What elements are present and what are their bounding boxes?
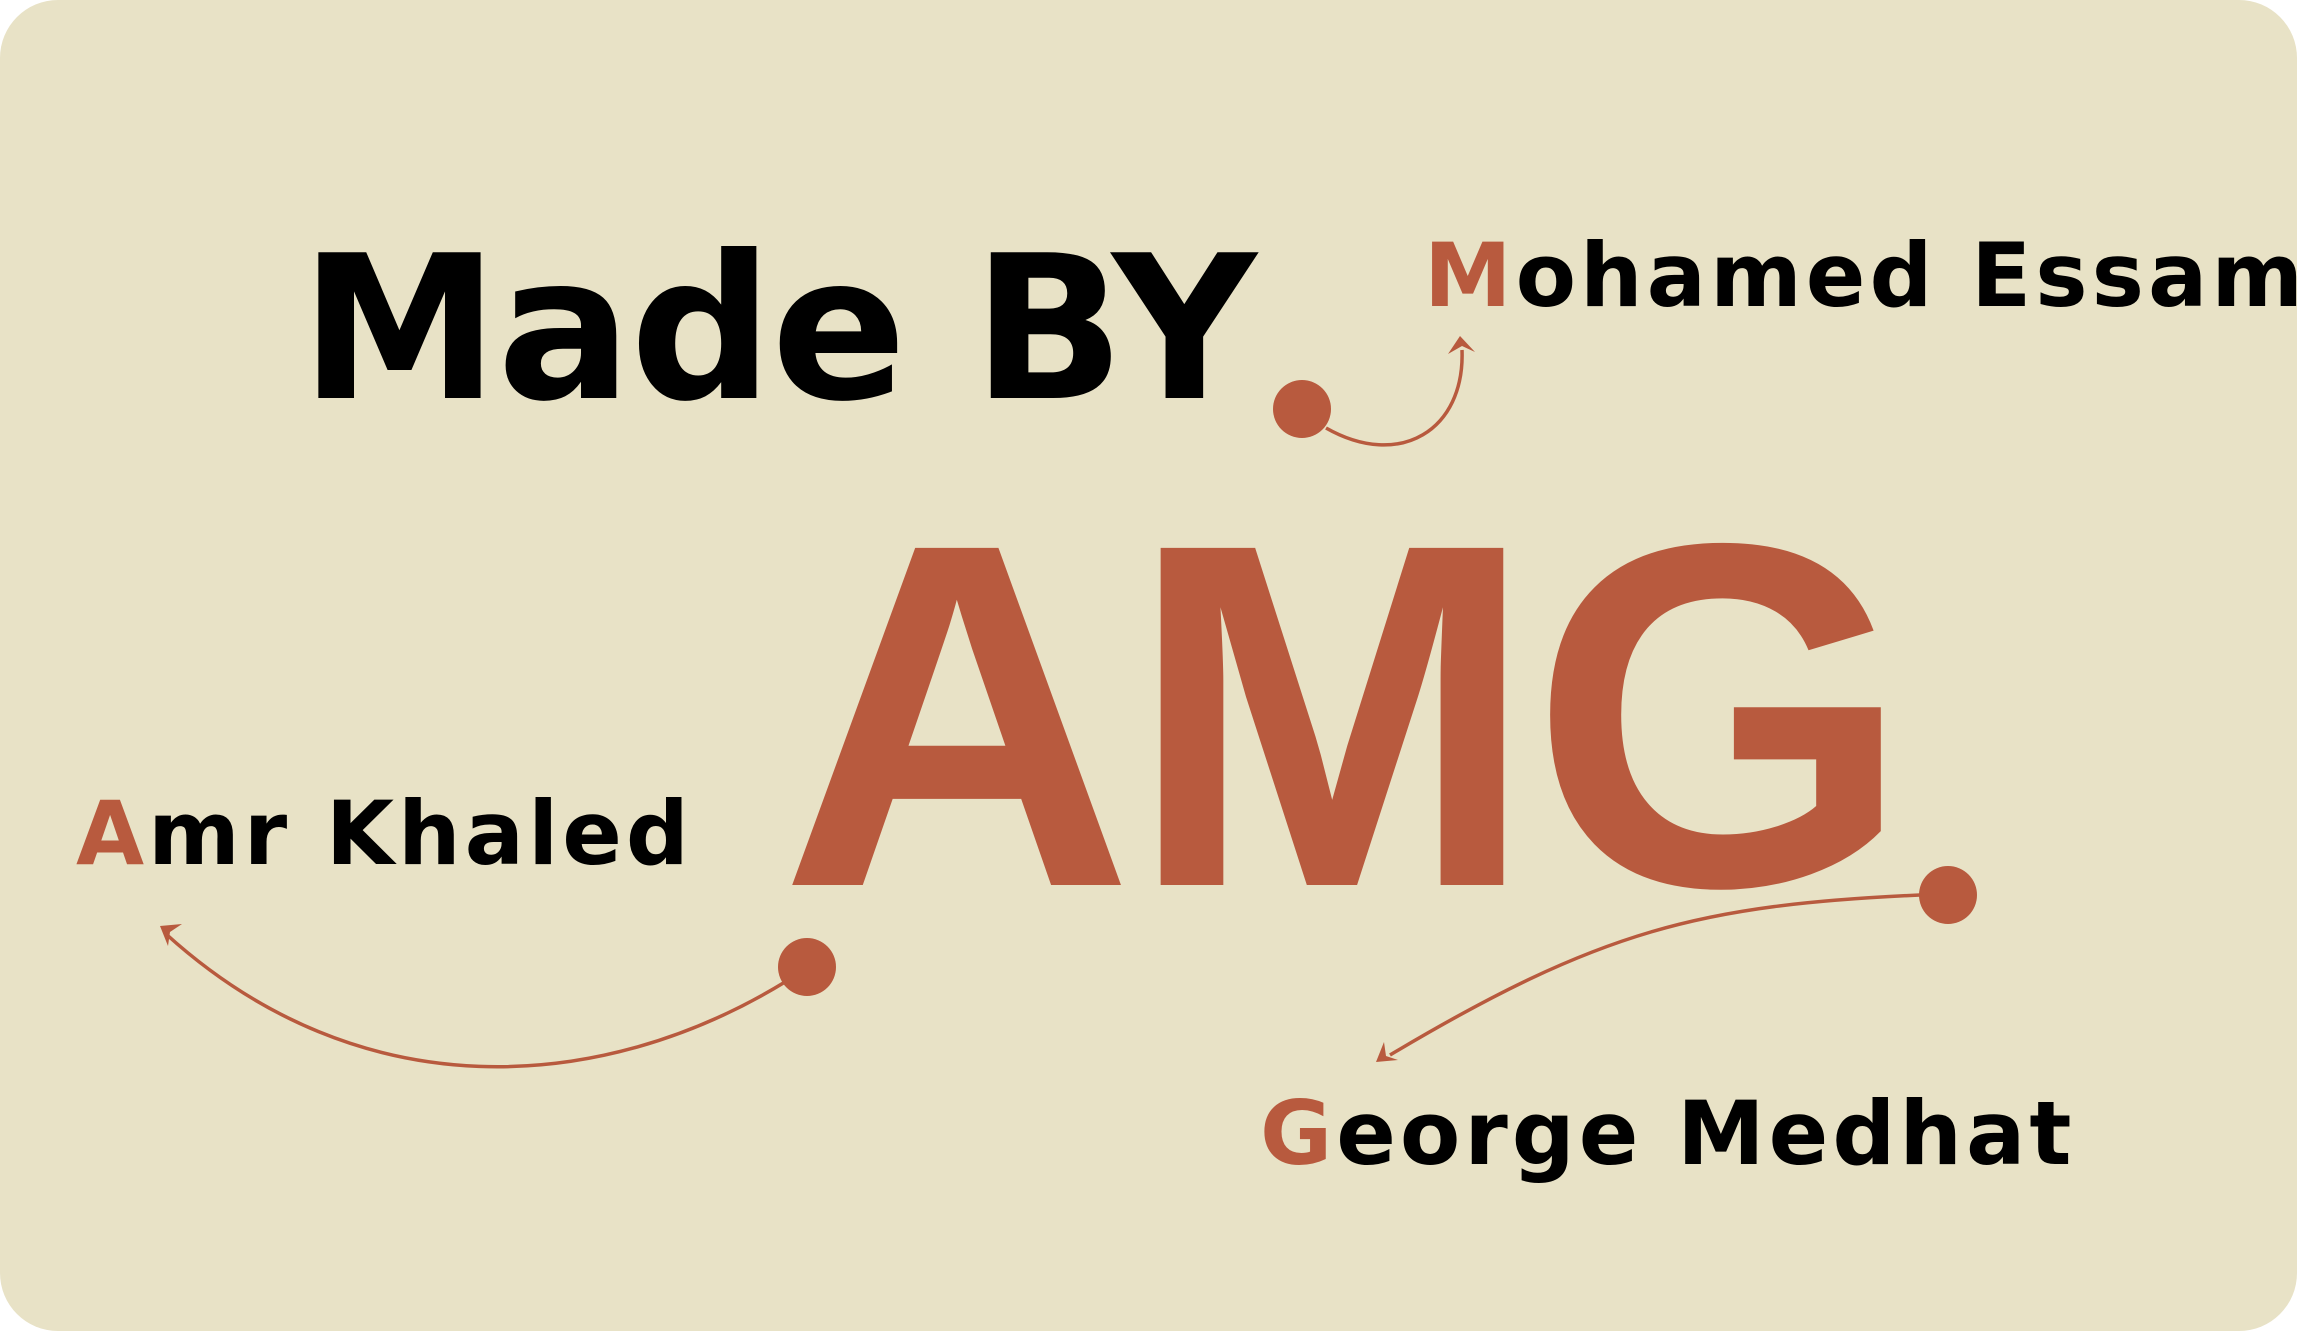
connector-dot [1273,380,1331,438]
name-mohamed-essam: Mohamed Essam [1424,232,2297,320]
connector-line [164,932,786,1069]
connector-dot [1919,866,1977,924]
name-initial: G [1260,1082,1337,1185]
amg-logo-text: AMG [780,441,1911,989]
name-amr-khaled: Amr Khaled [76,790,693,878]
connector-line [1389,893,1921,1057]
made-by-heading: Made BY [300,213,1257,446]
arrowhead-icon [1376,1042,1398,1062]
connector-line [1325,349,1464,447]
arrowhead-icon [1448,336,1475,354]
arrowhead-icon [160,924,182,946]
name-initial: A [76,782,149,885]
arrow-to-mohamed [1273,336,1475,447]
name-george-medhat: George Medhat [1260,1090,2075,1178]
name-rest: ohamed Essam [1515,224,2297,327]
name-rest: mr Khaled [148,782,693,885]
arrow-to-amr [160,924,836,1069]
name-initial: M [1424,224,1516,327]
connector-dot [778,938,836,996]
name-rest: eorge Medhat [1336,1082,2076,1185]
arrow-to-george [1376,866,1977,1062]
